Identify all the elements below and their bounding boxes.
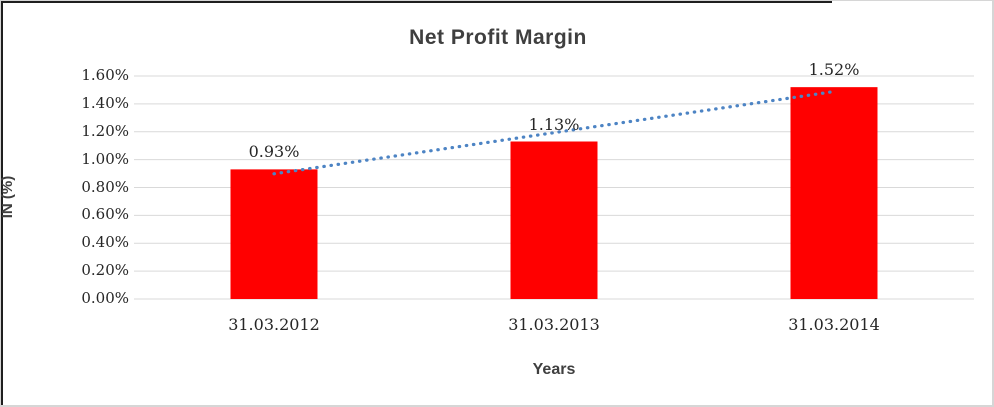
y-tick-label: 0.40%: [81, 233, 129, 252]
bar: [790, 87, 878, 300]
top-border-line: [1, 1, 832, 3]
y-tick-label: 0.60%: [81, 205, 129, 224]
y-tick-label: 1.60%: [81, 66, 129, 84]
x-tick-label: 31.03.2013: [508, 315, 600, 334]
y-tick-label: 0.00%: [81, 289, 129, 307]
bar-data-label: 1.52%: [808, 60, 860, 80]
y-tick-label: 1.40%: [81, 93, 129, 112]
bar-data-label: 1.13%: [528, 114, 580, 134]
y-tick-label: 0.80%: [81, 177, 129, 196]
bar: [510, 141, 598, 299]
y-tick-label: 0.20%: [81, 261, 129, 280]
x-axis-title: Years: [532, 361, 576, 378]
left-border-line: [1, 1, 3, 405]
x-tick-label: 31.03.2014: [788, 315, 880, 334]
chart-title: Net Profit Margin: [409, 26, 587, 49]
trendline: [272, 89, 836, 176]
y-tick-label: 1.00%: [81, 149, 129, 168]
bar-data-label: 0.93%: [248, 142, 300, 162]
x-tick-label: 31.03.2012: [228, 315, 320, 334]
y-tick-label: 1.20%: [81, 121, 129, 140]
bar: [230, 169, 318, 299]
